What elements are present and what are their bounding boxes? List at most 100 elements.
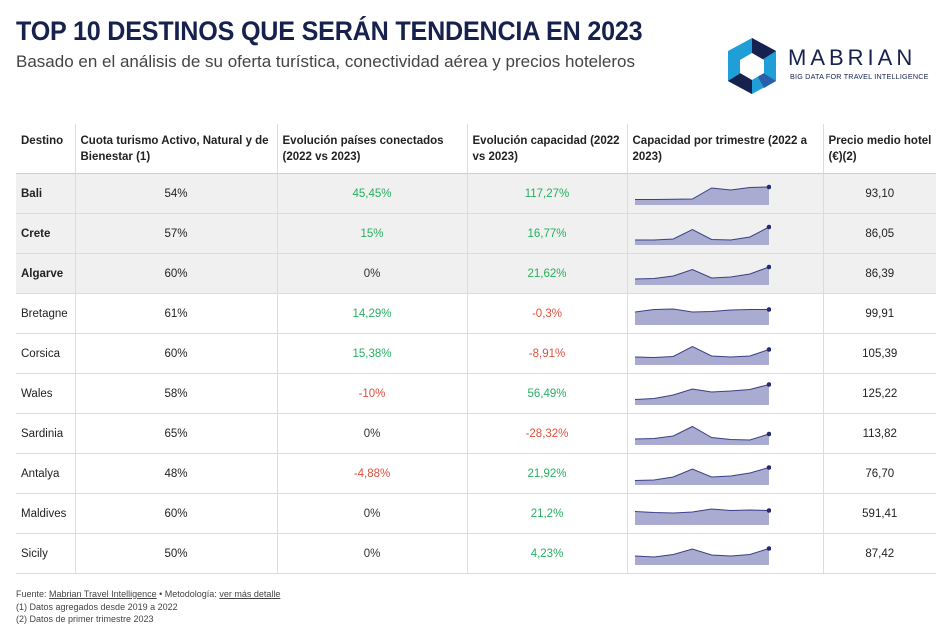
sparkline-area bbox=[634, 226, 769, 245]
table-row: Bali 54% 45,45% 117,27% 93,10 bbox=[16, 173, 936, 214]
cell-precio: 105,39 bbox=[822, 333, 936, 374]
sparkline bbox=[634, 184, 771, 205]
hexagon-logo-icon bbox=[728, 38, 776, 94]
table-row: Antalya 48% -4,88% 21,92% 76,70 bbox=[16, 453, 936, 494]
table-row: Wales 58% -10% 56,49% 125,22 bbox=[16, 373, 936, 414]
sparkline-line bbox=[634, 266, 769, 279]
sparkline-line bbox=[634, 307, 769, 313]
page-subtitle: Basado en el análisis de su oferta turís… bbox=[16, 52, 635, 71]
sparkline-area bbox=[634, 186, 769, 205]
cell-paises: 0% bbox=[276, 413, 467, 454]
sparkline-end-point bbox=[766, 545, 771, 551]
page-title: TOP 10 DESTINOS QUE SERÁN TENDENCIA EN 2… bbox=[16, 16, 643, 46]
sparkline bbox=[634, 264, 771, 285]
cell-precio: 591,41 bbox=[822, 493, 936, 534]
column-header-cuota: Cuota turismo Activo, Natural y de Biene… bbox=[74, 124, 277, 174]
cell-cuota: 60% bbox=[74, 493, 277, 534]
sparkline bbox=[634, 381, 771, 405]
sparkline-line bbox=[634, 547, 769, 558]
table-row: Bretagne 61% 14,29% -0,3% 99,91 bbox=[16, 293, 936, 334]
mabrian-logo: MABRIAN BIG DATA FOR TRAVEL INTELLIGENCE bbox=[724, 36, 944, 96]
cell-capacidad: 4,23% bbox=[466, 533, 627, 574]
sparkline-line bbox=[634, 383, 769, 400]
sparkline bbox=[634, 425, 771, 445]
cell-cuota: 54% bbox=[74, 173, 277, 214]
cell-precio: 99,91 bbox=[822, 293, 936, 334]
table-header-row: Destino Cuota turismo Activo, Natural y … bbox=[16, 124, 936, 174]
table-row: Maldives 60% 0% 21,2% 591,41 bbox=[16, 493, 936, 534]
column-header-paises: Evolución países conectados (2022 vs 202… bbox=[276, 124, 467, 174]
sparkline-area bbox=[634, 548, 769, 565]
cell-cuota: 57% bbox=[74, 213, 277, 254]
column-header-trimestre: Capacidad por trimestre (2022 a 2023) bbox=[626, 124, 823, 174]
cell-precio: 125,22 bbox=[822, 373, 936, 414]
column-header-capacidad: Evolución capacidad (2022 vs 2023) bbox=[466, 124, 627, 174]
cell-capacidad: 21,62% bbox=[466, 253, 627, 294]
cell-trimestre bbox=[626, 213, 823, 254]
column-header-destino: Destino bbox=[16, 124, 75, 174]
cell-destino: Corsica bbox=[16, 333, 75, 374]
cell-precio: 76,70 bbox=[822, 453, 936, 494]
cell-paises: 14,29% bbox=[276, 293, 467, 334]
sparkline-area bbox=[634, 384, 769, 405]
cell-capacidad: 56,49% bbox=[466, 373, 627, 414]
sparkline-line bbox=[634, 466, 769, 481]
cell-precio: 93,10 bbox=[822, 173, 936, 214]
cell-trimestre bbox=[626, 453, 823, 494]
cell-trimestre bbox=[626, 173, 823, 214]
column-header-precio: Precio medio hotel (€)(2) bbox=[822, 124, 936, 174]
cell-paises: 45,45% bbox=[276, 173, 467, 214]
sparkline-end-point bbox=[766, 184, 771, 189]
sparkline-area bbox=[634, 426, 769, 445]
cell-capacidad: 16,77% bbox=[466, 213, 627, 254]
sparkline-line bbox=[634, 186, 769, 200]
sparkline-end-point bbox=[766, 464, 771, 470]
cell-cuota: 60% bbox=[74, 333, 277, 374]
cell-paises: -10% bbox=[276, 373, 467, 414]
footnote-2: (2) Datos de primer trimestre 2023 bbox=[16, 614, 154, 624]
logo-name: MABRIAN bbox=[788, 45, 917, 70]
cell-trimestre bbox=[626, 293, 823, 334]
cell-paises: 0% bbox=[276, 493, 467, 534]
cell-destino: Crete bbox=[16, 213, 75, 254]
sparkline-area bbox=[634, 308, 769, 325]
sparkline bbox=[634, 224, 771, 245]
cell-precio: 87,42 bbox=[822, 533, 936, 574]
table-row: Corsica 60% 15,38% -8,91% 105,39 bbox=[16, 333, 936, 374]
cell-destino: Bali bbox=[16, 173, 75, 214]
cell-trimestre bbox=[626, 333, 823, 374]
method-prefix: • Metodología: bbox=[159, 589, 217, 599]
cell-destino: Antalya bbox=[16, 453, 75, 494]
sparkline-area bbox=[634, 467, 769, 485]
cell-trimestre bbox=[626, 493, 823, 534]
sparkline-line bbox=[634, 345, 769, 358]
table-row: Algarve 60% 0% 21,62% 86,39 bbox=[16, 253, 936, 294]
cell-trimestre bbox=[626, 253, 823, 294]
sparkline bbox=[634, 464, 771, 485]
table-row: Sicily 50% 0% 4,23% 87,42 bbox=[16, 533, 936, 574]
cell-destino: Sicily bbox=[16, 533, 75, 574]
cell-trimestre bbox=[626, 533, 823, 574]
cell-destino: Wales bbox=[16, 373, 75, 414]
sparkline bbox=[634, 507, 771, 525]
cell-cuota: 58% bbox=[74, 373, 277, 414]
sparkline-end-point bbox=[766, 507, 771, 513]
cell-cuota: 50% bbox=[74, 533, 277, 574]
cell-trimestre bbox=[626, 413, 823, 454]
cell-precio: 113,82 bbox=[822, 413, 936, 454]
cell-paises: 15% bbox=[276, 213, 467, 254]
cell-paises: 0% bbox=[276, 253, 467, 294]
cell-destino: Bretagne bbox=[16, 293, 75, 334]
cell-trimestre bbox=[626, 373, 823, 414]
table-body: Bali 54% 45,45% 117,27% 93,10 Crete 57% 15% 16,7… bbox=[16, 173, 936, 574]
cell-capacidad: 117,27% bbox=[466, 173, 627, 214]
source-line: Fuente: Mabrian Travel Intelligence • Me… bbox=[16, 588, 280, 601]
source-link[interactable]: Mabrian Travel Intelligence bbox=[49, 589, 157, 599]
sparkline bbox=[634, 306, 771, 325]
sparkline bbox=[634, 545, 771, 565]
logo-tagline: BIG DATA FOR TRAVEL INTELLIGENCE bbox=[790, 72, 929, 81]
sparkline-end-point bbox=[766, 346, 771, 352]
cell-cuota: 60% bbox=[74, 253, 277, 294]
method-link[interactable]: ver más detalle bbox=[219, 589, 281, 599]
cell-precio: 86,39 bbox=[822, 253, 936, 294]
